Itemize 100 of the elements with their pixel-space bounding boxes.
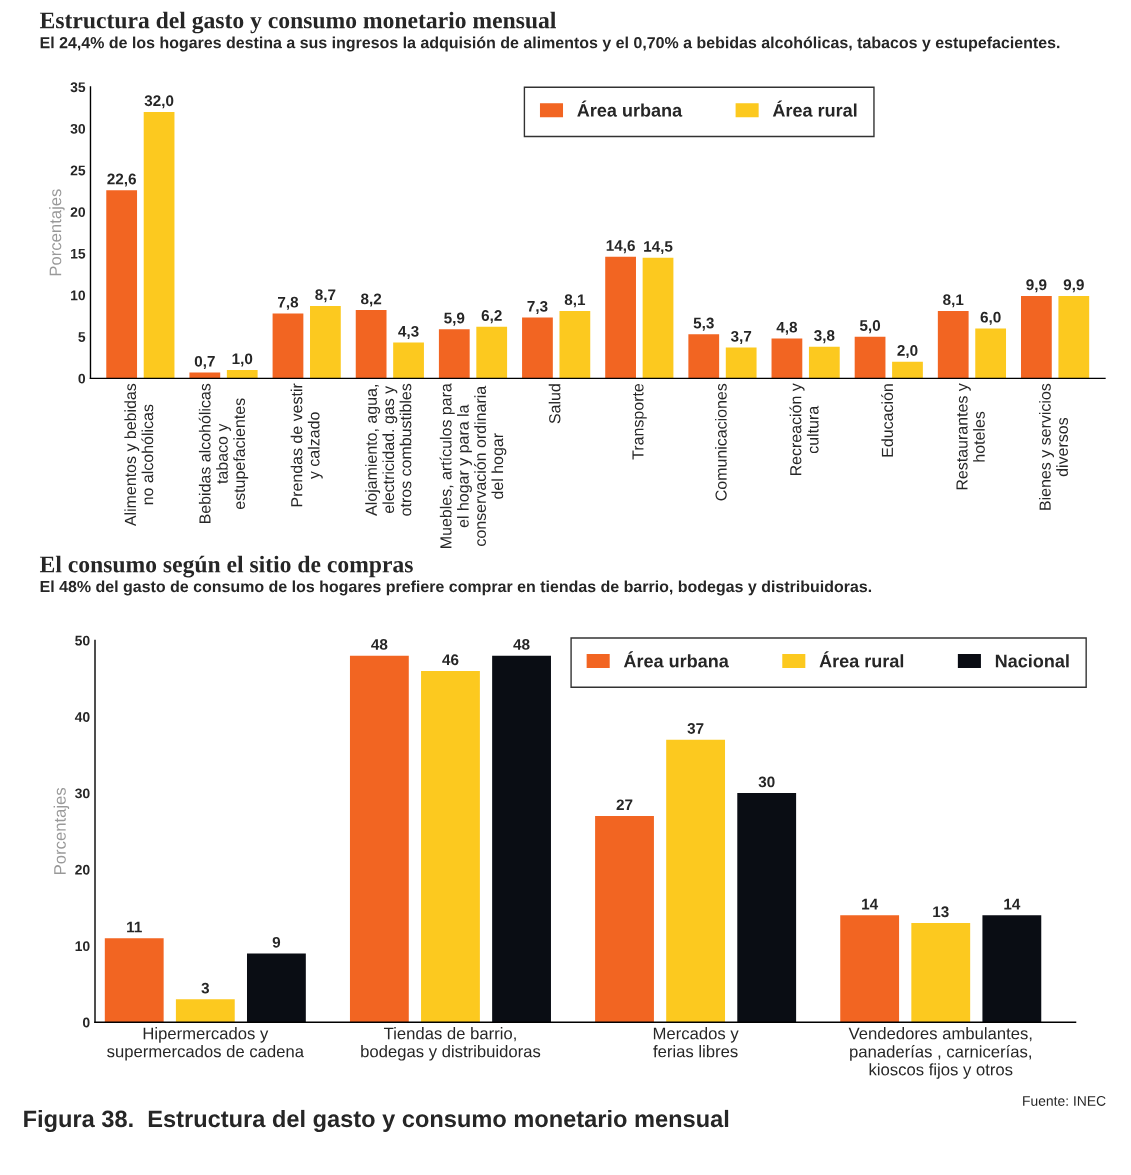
bar xyxy=(421,670,480,1023)
bar xyxy=(937,310,969,379)
x-tick-label: Muebles, artículos para el hogar y para la conservación ordinaria del hogar xyxy=(439,383,507,548)
data-label: 32,0 xyxy=(144,95,174,109)
y-tick-label: 25 xyxy=(70,165,86,176)
data-label: 2,0 xyxy=(897,345,918,359)
chart-title: El consumo según el sitio de compras xyxy=(39,555,413,578)
data-label: 5,3 xyxy=(693,317,714,331)
bar xyxy=(175,999,235,1023)
legend-label: Área urbana xyxy=(623,651,729,668)
bar xyxy=(438,329,470,379)
bar xyxy=(840,915,900,1023)
bar xyxy=(771,338,803,379)
data-label: 8,7 xyxy=(315,289,336,303)
data-label: 48 xyxy=(513,639,530,650)
x-tick-label: Restaurantes y hoteles xyxy=(956,383,985,490)
data-label: 13 xyxy=(933,906,949,918)
y-tick-label: 30 xyxy=(70,123,86,134)
data-label: 8,1 xyxy=(943,294,964,308)
data-label: 27 xyxy=(616,799,633,811)
bar xyxy=(808,346,840,379)
data-label: 14 xyxy=(862,898,879,910)
x-tick-label: Transporte xyxy=(632,383,647,460)
y-tick-label: 35 xyxy=(70,82,86,93)
x-tick-label: Alojamiento, agua, electricidad. gas y otros combustibles xyxy=(365,383,412,516)
bar xyxy=(349,655,409,1023)
data-label: 6,2 xyxy=(481,310,502,324)
bar xyxy=(226,370,258,379)
y-axis-title: Porcentajes xyxy=(53,787,70,874)
data-label: 5,0 xyxy=(859,320,881,334)
bar xyxy=(310,305,341,379)
data-label: 8,2 xyxy=(361,293,382,307)
bar xyxy=(1021,295,1052,379)
bar xyxy=(975,328,1007,379)
y-tick-label: 20 xyxy=(75,864,90,875)
bar xyxy=(355,310,387,379)
data-label: 7,3 xyxy=(527,300,548,314)
x-tick-label: Salud xyxy=(548,384,561,424)
legend-label: Área rural xyxy=(772,100,857,117)
bar xyxy=(476,326,508,379)
data-label: 14,5 xyxy=(644,241,673,255)
x-tick-label: Tiendas de barrio, bodegas y distribuidoras xyxy=(361,1027,541,1061)
y-tick-label: 30 xyxy=(75,788,90,799)
bar xyxy=(892,361,923,379)
bar xyxy=(104,938,164,1023)
source-note: Fuente: INEC xyxy=(1023,1096,1106,1106)
bar xyxy=(559,310,591,379)
y-tick-label: 50 xyxy=(75,635,90,646)
data-label: 5,9 xyxy=(444,312,465,326)
bar xyxy=(642,257,674,379)
data-label: 14 xyxy=(1004,898,1021,910)
bar xyxy=(143,111,175,379)
y-tick-label: 20 xyxy=(70,207,86,217)
x-tick-label: Comunicaciones xyxy=(715,383,727,501)
bar xyxy=(688,334,720,379)
data-label: 46 xyxy=(442,654,459,666)
data-label: 9,9 xyxy=(1026,279,1047,293)
x-tick-label: Vendedores ambulantes, panaderías , carnicerías, kioscos fijos y otros xyxy=(848,1027,1032,1079)
y-tick-label: 15 xyxy=(71,248,86,259)
legend-label: Área rural xyxy=(819,651,904,668)
data-label: 9 xyxy=(272,936,281,948)
x-tick-label: Prendas de vestir y calzado xyxy=(290,383,323,507)
bar xyxy=(492,655,551,1023)
data-label: 48 xyxy=(371,639,388,650)
legend-label: Nacional xyxy=(995,654,1069,668)
y-tick-label: 10 xyxy=(71,290,86,301)
data-label: 3,8 xyxy=(814,330,835,344)
data-label: 4,8 xyxy=(776,321,798,335)
bar xyxy=(854,336,886,379)
data-label: 3,7 xyxy=(730,330,752,344)
bar xyxy=(595,816,654,1023)
y-tick-label: 5 xyxy=(78,332,86,342)
legend-label: Área urbana xyxy=(577,100,683,117)
data-label: 14,6 xyxy=(606,240,635,254)
bar xyxy=(246,953,306,1023)
bar xyxy=(272,313,304,379)
y-tick-label: 10 xyxy=(75,941,90,952)
data-label: 30 xyxy=(758,776,775,788)
bar xyxy=(982,915,1042,1023)
x-tick-label: Mercados y ferias libres xyxy=(653,1027,739,1058)
data-label: 7,8 xyxy=(278,296,299,310)
x-tick-label: Hipermercados y supermercados de cadena xyxy=(107,1027,304,1061)
y-tick-label: 40 xyxy=(74,712,90,722)
x-tick-label: Educación xyxy=(881,384,894,457)
data-label: 11 xyxy=(127,921,142,933)
data-label: 3 xyxy=(201,982,210,994)
data-label: 1,0 xyxy=(232,353,253,367)
bar xyxy=(106,190,138,379)
chart-subtitle: El 48% del gasto de consumo de los hogares prefiere comprar en tiendas de barrio, bodegas y distribuidoras. xyxy=(40,580,872,596)
y-axis-title: Porcentajes xyxy=(49,189,65,276)
y-tick-label: 0 xyxy=(78,373,86,384)
bar xyxy=(605,256,636,379)
data-label: 37 xyxy=(687,723,704,734)
data-label: 4,3 xyxy=(398,325,419,339)
x-tick-label: Alimentos y bebidas no alcohólicas xyxy=(124,383,154,527)
data-label: 0,7 xyxy=(194,355,215,369)
data-label: 6,0 xyxy=(980,311,1001,325)
data-label: 22,6 xyxy=(107,173,136,187)
bar xyxy=(666,739,726,1023)
x-tick-label: Bebidas alcohólicas tabaco y estupefacientes xyxy=(198,383,249,524)
